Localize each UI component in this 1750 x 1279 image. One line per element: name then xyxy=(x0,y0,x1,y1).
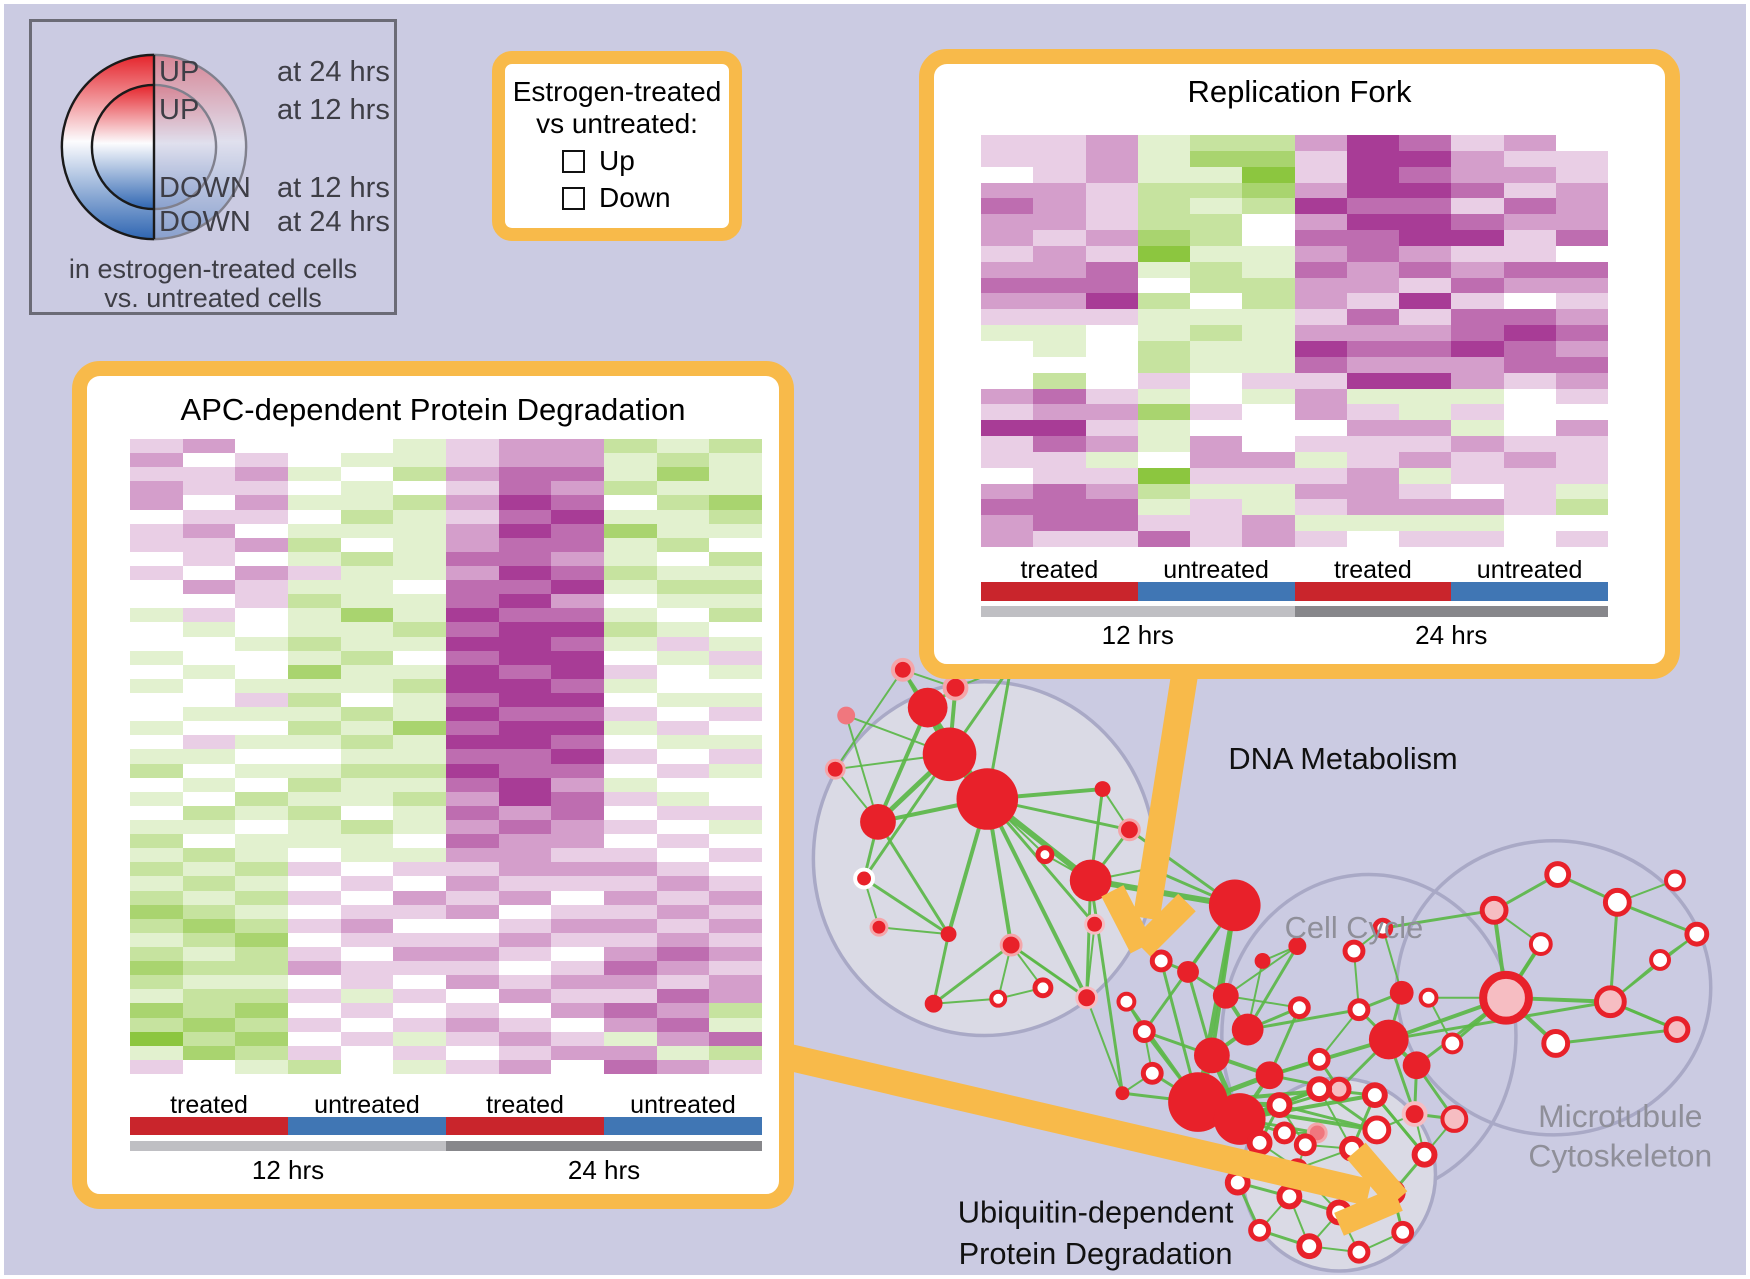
network-graph: DNA Metabolism Cell Cycle Microtubule Cytos… xyxy=(769,637,1713,1273)
rf-group-label-1: treated xyxy=(1020,556,1099,584)
ring-time-12b: at 12 hrs xyxy=(277,172,390,204)
color-legend-title-line2: vs untreated: xyxy=(536,108,698,140)
ring-direction-down-12: DOWN xyxy=(159,172,251,204)
apc-time-colorbar xyxy=(130,1141,762,1151)
rf-time-label-24: 24 hrs xyxy=(1415,620,1488,650)
replication-fork-heatmap xyxy=(981,135,1608,547)
apc-time-label-12: 12 hrs xyxy=(251,1155,325,1185)
apc-group-label-2: untreated xyxy=(314,1091,420,1119)
up-color-swatch xyxy=(562,149,585,173)
down-label: Down xyxy=(599,182,671,214)
rf-condition-colorbar xyxy=(981,582,1608,601)
rf-condition-labels: treated untreated treated untreated xyxy=(981,556,1608,585)
color-legend-box: Estrogen-treated vs untreated: Up Down xyxy=(492,51,742,241)
rf-time-label-12: 12 hrs xyxy=(1101,620,1174,650)
ring-legend-box: UP UP DOWN DOWN at 24 hrs at 12 hrs at 1… xyxy=(29,19,397,315)
svg-text:DNA Metabolism: DNA Metabolism xyxy=(1228,741,1457,776)
svg-text:Ubiquitin-dependent: Ubiquitin-dependent xyxy=(958,1194,1234,1229)
apc-heatmap xyxy=(130,439,762,1074)
legend-item-down: Down xyxy=(562,182,672,214)
legend-item-up: Up xyxy=(562,145,672,177)
rf-group-label-3: treated xyxy=(1333,556,1412,584)
replication-fork-panel: Replication Fork treated untreated treat… xyxy=(919,49,1680,679)
ring-time-24b: at 24 hrs xyxy=(277,206,390,238)
color-legend-title-line1: Estrogen-treated xyxy=(512,76,722,107)
apc-condition-labels: treated untreated treated untreated xyxy=(130,1091,762,1120)
rf-group-label-2: untreated xyxy=(1163,556,1269,584)
svg-text:Microtubule: Microtubule xyxy=(1538,1098,1702,1134)
replication-fork-title: Replication Fork xyxy=(1187,74,1412,109)
rf-time-labels: 12 hrs 24 hrs xyxy=(981,620,1608,651)
apc-title: APC-dependent Protein Degradation xyxy=(180,392,686,427)
ring-gradient-icon xyxy=(60,50,251,244)
svg-text:Cell Cycle: Cell Cycle xyxy=(1285,910,1424,945)
svg-text:Protein Degradation: Protein Degradation xyxy=(959,1236,1233,1271)
ring-direction-down-24: DOWN xyxy=(159,206,251,238)
ring-time-12a: at 12 hrs xyxy=(277,94,390,126)
up-label: Up xyxy=(599,145,635,177)
down-color-swatch xyxy=(562,186,585,210)
apc-group-label-3: treated xyxy=(486,1091,564,1119)
apc-group-label-4: untreated xyxy=(630,1091,736,1119)
apc-time-labels: 12 hrs 24 hrs xyxy=(130,1155,762,1186)
apc-condition-colorbar xyxy=(130,1117,762,1135)
rf-time-colorbar xyxy=(981,606,1608,617)
ring-direction-up-12: UP xyxy=(159,94,200,126)
ring-direction-up-24: UP xyxy=(159,56,200,88)
ring-legend-footer-line1: in estrogen-treated cells xyxy=(68,254,358,284)
apc-time-label-24: 24 hrs xyxy=(567,1155,641,1185)
rf-group-label-4: untreated xyxy=(1476,556,1583,584)
ring-legend-footer-line2: vs. untreated cells xyxy=(104,283,322,313)
svg-text:Cytoskeleton: Cytoskeleton xyxy=(1528,1138,1712,1174)
apc-panel: APC-dependent Protein Degradation treate… xyxy=(72,361,794,1209)
ring-time-24a: at 24 hrs xyxy=(277,56,390,88)
apc-group-label-1: treated xyxy=(170,1091,248,1119)
